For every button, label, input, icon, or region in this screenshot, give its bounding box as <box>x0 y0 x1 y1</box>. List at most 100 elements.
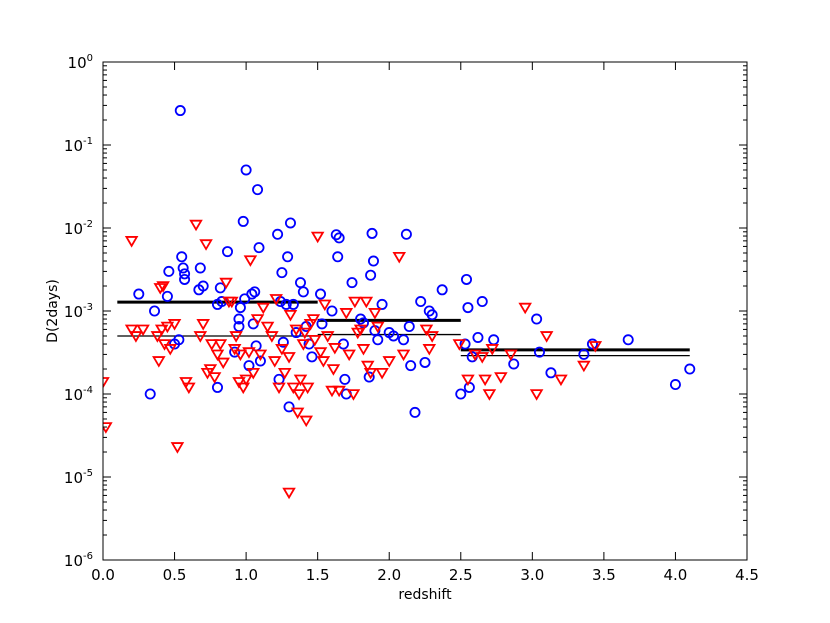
data-point-triangle <box>154 324 169 337</box>
data-point-triangle <box>216 357 230 370</box>
data-point-triangle <box>272 382 286 395</box>
data-point-circle <box>233 313 245 325</box>
data-point-circle <box>330 229 342 241</box>
data-point-circle <box>290 327 302 339</box>
data-point-triangle <box>265 331 279 343</box>
y-tick-label: 10-4 <box>64 385 93 404</box>
data-point-triangle <box>236 382 251 395</box>
x-tick-label: 1.5 <box>306 566 330 584</box>
x-tick-label: 0.5 <box>163 566 187 584</box>
data-point-circle <box>472 331 484 343</box>
data-point-triangle <box>419 324 434 337</box>
data-point-triangle <box>363 368 378 380</box>
data-point-circle <box>357 317 369 329</box>
data-point-triangle <box>353 324 368 337</box>
data-point-triangle <box>277 368 292 380</box>
data-point-circle <box>365 269 377 281</box>
data-point-triangle <box>225 296 239 309</box>
data-point-circle <box>508 358 520 370</box>
data-point-circle <box>144 388 156 400</box>
data-point-circle <box>254 355 266 367</box>
data-point-circle <box>315 288 327 300</box>
data-point-triangle <box>189 219 203 232</box>
data-point-triangle <box>339 308 354 320</box>
data-point-triangle <box>286 382 301 395</box>
data-point-circle <box>176 251 188 263</box>
x-tick-label: 2.0 <box>377 566 401 584</box>
x-tick-label: 2.5 <box>449 566 473 584</box>
data-point-circle <box>252 184 264 196</box>
data-point-circle <box>622 334 634 346</box>
data-point-triangle <box>316 356 331 368</box>
data-point-triangle <box>478 374 492 387</box>
data-point-circle <box>214 282 226 294</box>
data-point-circle <box>149 305 161 317</box>
data-point-circle <box>346 277 358 289</box>
y-tick-label: 100 <box>68 53 93 72</box>
data-point-circle <box>578 348 590 360</box>
data-point-circle <box>339 373 351 385</box>
data-point-triangle <box>269 294 283 306</box>
data-point-triangle <box>326 364 341 376</box>
data-point-circle <box>229 346 241 358</box>
data-point-circle <box>240 164 252 176</box>
data-point-triangle <box>246 368 261 380</box>
data-point-circle <box>426 309 438 321</box>
data-point-triangle <box>475 352 490 364</box>
data-point-triangle <box>485 344 500 356</box>
data-point-triangle <box>375 368 389 380</box>
data-point-circle <box>297 286 309 298</box>
data-point-circle <box>133 288 145 300</box>
data-point-triangle <box>359 296 374 309</box>
data-point-triangle <box>299 415 313 428</box>
data-point-triangle <box>253 349 268 362</box>
data-point-circle <box>403 321 415 333</box>
data-point-triangle <box>204 339 219 351</box>
data-point-triangle <box>250 314 265 326</box>
data-point-triangle <box>310 231 325 244</box>
data-point-triangle <box>494 372 508 384</box>
data-point-triangle <box>275 344 289 356</box>
data-point-triangle <box>342 349 356 362</box>
data-point-triangle <box>167 319 182 331</box>
data-point-triangle <box>332 385 346 398</box>
data-point-triangle <box>289 324 303 337</box>
y-tick-label: 10-6 <box>64 551 93 570</box>
data-point-circle <box>366 227 378 239</box>
data-point-triangle <box>199 239 213 251</box>
data-point-circle <box>246 288 258 300</box>
data-point-triangle <box>554 374 568 387</box>
data-point-triangle <box>156 281 170 293</box>
data-point-triangle <box>300 382 315 395</box>
ticks-layer <box>102 61 748 561</box>
data-point-triangle <box>150 331 165 343</box>
data-point-triangle <box>356 344 371 356</box>
data-point-circle <box>222 246 234 258</box>
data-point-circle <box>367 255 379 267</box>
data-point-triangle <box>207 372 222 384</box>
y-tick-label: 10-3 <box>64 302 93 321</box>
data-point-triangle <box>213 339 228 351</box>
data-point-triangle <box>313 347 328 359</box>
data-point-circle <box>669 379 681 391</box>
data-point-triangle <box>348 296 362 309</box>
data-point-circle <box>455 388 467 400</box>
data-point-circle <box>415 296 427 308</box>
data-point-circle <box>436 284 448 296</box>
data-point-triangle <box>368 308 382 320</box>
data-point-triangle <box>461 374 475 387</box>
data-point-circle <box>376 298 388 310</box>
data-point-triangle <box>396 349 411 362</box>
data-point-triangle <box>256 302 271 315</box>
y-tick-label: 10-5 <box>64 468 93 487</box>
data-point-triangle <box>318 299 332 312</box>
data-point-triangle <box>360 360 375 373</box>
data-point-triangle <box>260 321 275 334</box>
data-point-triangle <box>153 283 168 295</box>
data-point-triangle <box>243 255 258 267</box>
data-point-triangle <box>227 344 242 356</box>
data-point-triangle <box>308 334 322 347</box>
data-point-triangle <box>370 321 385 334</box>
data-point-circle <box>372 334 384 346</box>
